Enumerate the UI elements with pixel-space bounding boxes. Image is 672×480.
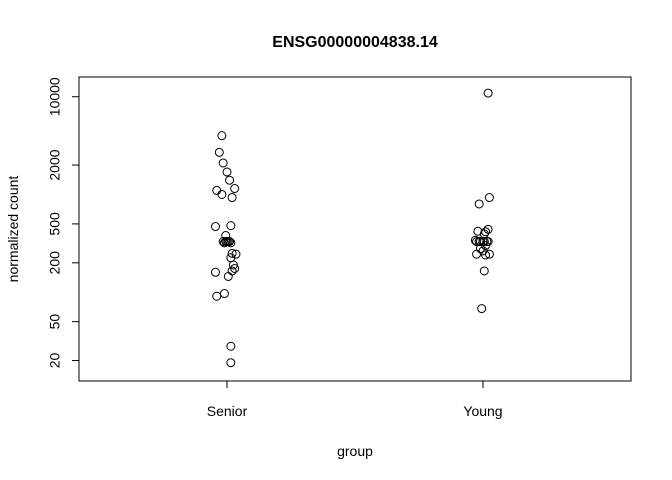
y-tick-label: 200 <box>47 251 63 275</box>
y-tick-label: 10000 <box>47 77 63 116</box>
data-point <box>226 358 236 368</box>
y-axis-label: normalized count <box>5 176 21 283</box>
y-tick-label: 2000 <box>47 149 63 180</box>
data-point <box>217 189 227 199</box>
y-tick-label: 50 <box>47 314 63 330</box>
data-point <box>223 271 233 281</box>
data-point <box>477 304 487 314</box>
data-point <box>227 193 237 203</box>
x-axis: Senior Young <box>207 380 503 419</box>
data-point <box>226 341 236 351</box>
x-tick-label: Young <box>463 403 502 419</box>
data-point <box>218 158 228 168</box>
data-point <box>479 266 489 276</box>
data-points <box>210 88 494 368</box>
data-point <box>226 238 236 248</box>
data-point <box>473 226 483 236</box>
data-point <box>472 249 482 259</box>
data-point <box>225 237 235 247</box>
y-tick-label: 20 <box>47 353 63 369</box>
x-tick-label: Senior <box>207 403 248 419</box>
data-point <box>479 237 489 247</box>
data-point <box>481 241 491 251</box>
data-point <box>219 238 229 248</box>
data-point <box>210 222 220 232</box>
data-point <box>227 248 237 258</box>
x-axis-label: group <box>337 443 373 459</box>
data-point <box>226 221 236 231</box>
y-tick-label: 500 <box>47 212 63 236</box>
data-point <box>219 289 229 299</box>
data-point <box>483 88 493 98</box>
data-point <box>225 175 235 185</box>
data-point <box>230 263 240 273</box>
data-point <box>217 131 227 141</box>
data-point <box>212 291 222 301</box>
data-point <box>230 184 240 194</box>
y-axis: 20 50 200 500 2000 10000 <box>47 77 80 369</box>
data-point <box>222 167 232 177</box>
data-point <box>481 250 491 260</box>
chart-title: ENSG00000004838.14 <box>272 34 438 51</box>
data-point <box>210 267 220 277</box>
data-point <box>484 249 494 259</box>
data-point <box>474 199 484 209</box>
data-point <box>214 147 224 157</box>
data-point <box>484 193 494 203</box>
